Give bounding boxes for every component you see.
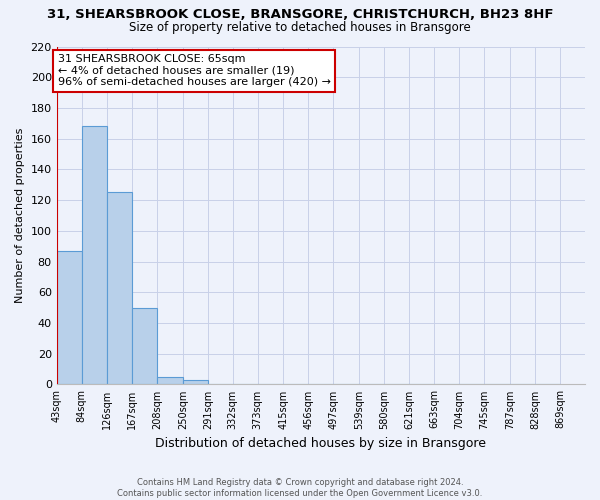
- Text: 31 SHEARSBROOK CLOSE: 65sqm
← 4% of detached houses are smaller (19)
96% of semi: 31 SHEARSBROOK CLOSE: 65sqm ← 4% of deta…: [58, 54, 331, 88]
- X-axis label: Distribution of detached houses by size in Bransgore: Distribution of detached houses by size …: [155, 437, 487, 450]
- Bar: [56, 251, 82, 384]
- Bar: [107, 192, 132, 384]
- Bar: [132, 308, 157, 384]
- Y-axis label: Number of detached properties: Number of detached properties: [15, 128, 25, 303]
- Text: Contains HM Land Registry data © Crown copyright and database right 2024.
Contai: Contains HM Land Registry data © Crown c…: [118, 478, 482, 498]
- Text: Size of property relative to detached houses in Bransgore: Size of property relative to detached ho…: [129, 21, 471, 34]
- Bar: [183, 380, 208, 384]
- Bar: [157, 377, 183, 384]
- Text: 31, SHEARSBROOK CLOSE, BRANSGORE, CHRISTCHURCH, BH23 8HF: 31, SHEARSBROOK CLOSE, BRANSGORE, CHRIST…: [47, 8, 553, 20]
- Bar: [82, 126, 107, 384]
